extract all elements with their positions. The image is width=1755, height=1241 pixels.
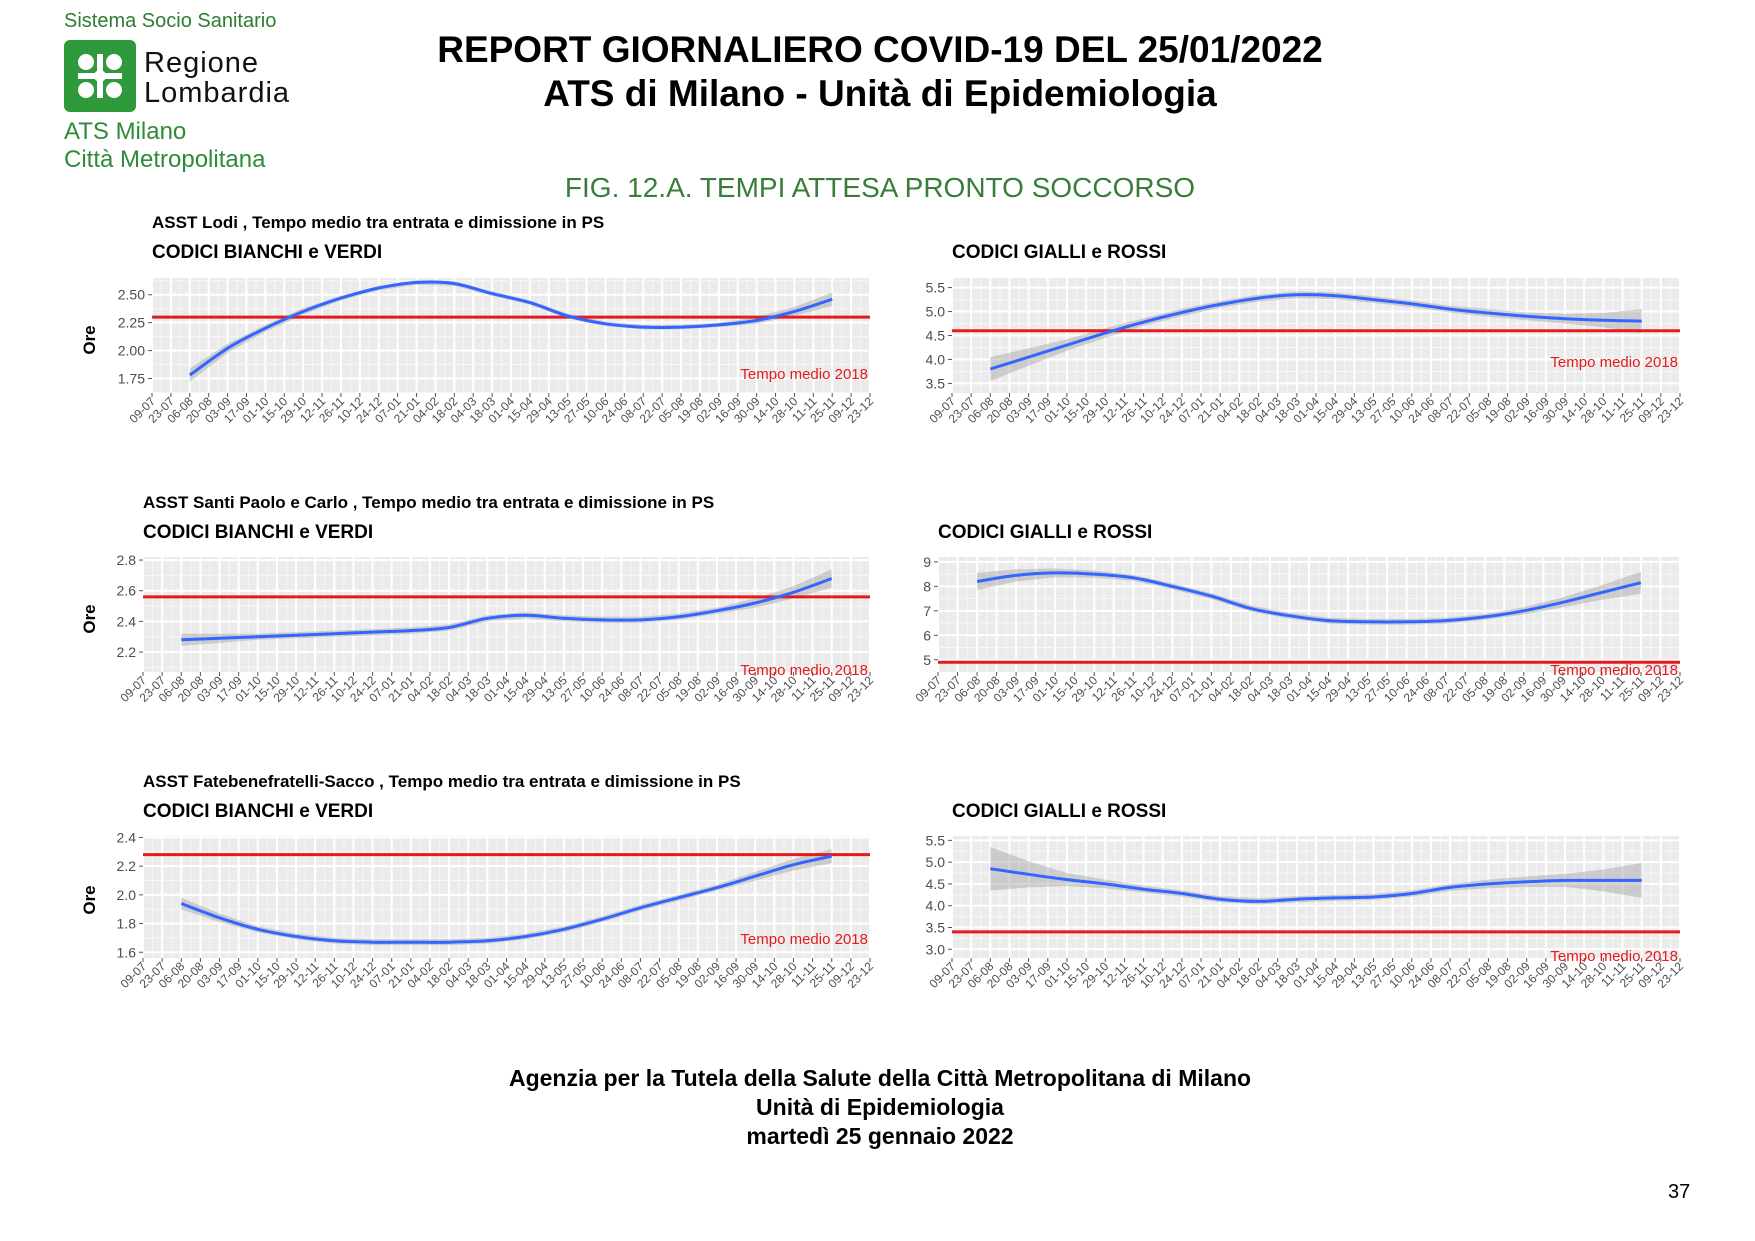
y-tick-label: 2.8 bbox=[117, 552, 137, 568]
report-subtitle: ATS di Milano - Unità di Epidemiologia bbox=[543, 73, 1217, 114]
confidence-ribbon bbox=[990, 291, 1642, 381]
y-tick-label: 2.50 bbox=[118, 287, 145, 303]
chart-title: CODICI BIANCHI e VERDI bbox=[152, 242, 382, 263]
chart-section-title: ASST Lodi , Tempo medio tra entrata e di… bbox=[152, 213, 604, 232]
y-tick-label: 8 bbox=[923, 578, 931, 594]
logo-region-name: Regione Lombardia bbox=[144, 48, 290, 108]
y-tick-label: 7 bbox=[923, 603, 931, 619]
y-tick-label: 2.25 bbox=[118, 315, 145, 331]
y-tick-label: 5.5 bbox=[926, 832, 946, 848]
y-tick-label: 2.00 bbox=[118, 343, 145, 359]
y-tick-label: 5 bbox=[923, 652, 931, 668]
y-tick-label: 5.5 bbox=[926, 280, 946, 296]
trend-line bbox=[188, 280, 833, 377]
footer-unit: Unità di Epidemiologia bbox=[756, 1094, 1004, 1120]
logo-name-line2: Lombardia bbox=[144, 77, 291, 109]
y-tick-label: 3.5 bbox=[926, 920, 946, 936]
y-tick-label: 3.0 bbox=[926, 941, 946, 957]
logo-ats-line2: Città Metropolitana bbox=[64, 146, 266, 173]
regione-lombardia-logo: Sistema Socio Sanitario Regione Lombardi… bbox=[62, 10, 312, 175]
reference-label: Tempo medio 2018 bbox=[1550, 662, 1678, 679]
logo-top-text: Sistema Socio Sanitario bbox=[64, 10, 277, 32]
y-tick-label: 2.4 bbox=[117, 829, 137, 845]
y-axis-label: Ore bbox=[80, 885, 99, 914]
trend-line bbox=[990, 867, 1642, 903]
figure-title: FIG. 12.A. TEMPI ATTESA PRONTO SOCCORSO bbox=[564, 172, 1196, 203]
logo-ats-line1: ATS Milano bbox=[64, 118, 187, 145]
y-tick-label: 2.0 bbox=[117, 887, 137, 903]
y-tick-label: 4.0 bbox=[926, 351, 946, 367]
chart-panel-1: ASST Lodi , Tempo medio tra entrata e di… bbox=[80, 213, 876, 426]
chart-section-title: ASST Fatebenefratelli-Sacco , Tempo medi… bbox=[143, 772, 741, 791]
reference-label: Tempo medio 2018 bbox=[740, 662, 868, 679]
chart-section-title: ASST Santi Paolo e Carlo , Tempo medio t… bbox=[143, 493, 714, 512]
reference-label: Tempo medio 2018 bbox=[1550, 948, 1678, 965]
footer-date: martedì 25 gennaio 2022 bbox=[746, 1123, 1014, 1149]
y-axis-label: Ore bbox=[80, 325, 99, 354]
reference-label: Tempo medio 2018 bbox=[740, 931, 868, 948]
trend-line bbox=[180, 854, 833, 944]
chart-panel-5: ASST Fatebenefratelli-Sacco , Tempo medi… bbox=[80, 772, 876, 991]
chart-title: CODICI GIALLI e ROSSI bbox=[952, 801, 1166, 822]
confidence-ribbon bbox=[977, 568, 1641, 625]
y-tick-label: 6 bbox=[923, 627, 931, 643]
y-tick-label: 2.4 bbox=[117, 613, 137, 629]
chart-panel-4: CODICI GIALLI e ROSSI5678909-0723-0706-0… bbox=[913, 522, 1687, 705]
trend-line bbox=[989, 293, 1642, 371]
reference-label: Tempo medio 2018 bbox=[740, 366, 868, 383]
page-number: 37 bbox=[1668, 1181, 1691, 1203]
y-tick-label: 2.6 bbox=[117, 583, 137, 599]
chart-panel-2: CODICI GIALLI e ROSSI3.54.04.55.05.509-0… bbox=[926, 242, 1687, 426]
chart-panel-3: ASST Santi Paolo e Carlo , Tempo medio t… bbox=[80, 493, 876, 705]
trend-line bbox=[181, 577, 833, 642]
y-tick-label: 4.5 bbox=[926, 328, 946, 344]
y-tick-label: 5.0 bbox=[926, 304, 946, 320]
y-tick-label: 2.2 bbox=[117, 644, 137, 660]
y-tick-label: 1.6 bbox=[117, 944, 137, 960]
y-tick-label: 3.5 bbox=[926, 375, 946, 391]
report-header: REPORT GIORNALIERO COVID-19 DEL 25/01/20… bbox=[330, 28, 1430, 116]
y-tick-label: 1.75 bbox=[118, 370, 145, 386]
lombardia-rose-icon bbox=[64, 40, 136, 112]
chart-title: CODICI GIALLI e ROSSI bbox=[952, 242, 1166, 263]
chart-title: CODICI GIALLI e ROSSI bbox=[938, 522, 1152, 543]
page-footer: Agenzia per la Tutela della Salute della… bbox=[330, 1064, 1430, 1151]
report-title: REPORT GIORNALIERO COVID-19 DEL 25/01/20… bbox=[437, 29, 1323, 70]
y-tick-label: 4.5 bbox=[926, 876, 946, 892]
trend-line bbox=[976, 571, 1642, 624]
footer-agency: Agenzia per la Tutela della Salute della… bbox=[508, 1065, 1252, 1091]
y-axis-label: Ore bbox=[80, 604, 99, 633]
y-tick-label: 9 bbox=[923, 554, 931, 570]
y-tick-label: 4.0 bbox=[926, 898, 946, 914]
y-tick-label: 5.0 bbox=[926, 854, 946, 870]
logo-name-line1: Regione bbox=[144, 47, 260, 79]
chart-panel-6: CODICI GIALLI e ROSSI3.03.54.04.55.05.50… bbox=[926, 801, 1687, 991]
y-tick-label: 1.8 bbox=[117, 916, 137, 932]
logo-ats-name: ATS Milano Città Metropolitana bbox=[64, 118, 265, 174]
chart-title: CODICI BIANCHI e VERDI bbox=[143, 522, 373, 543]
chart-title: CODICI BIANCHI e VERDI bbox=[143, 801, 373, 822]
reference-label: Tempo medio 2018 bbox=[1550, 354, 1678, 371]
y-tick-label: 2.2 bbox=[117, 858, 137, 874]
